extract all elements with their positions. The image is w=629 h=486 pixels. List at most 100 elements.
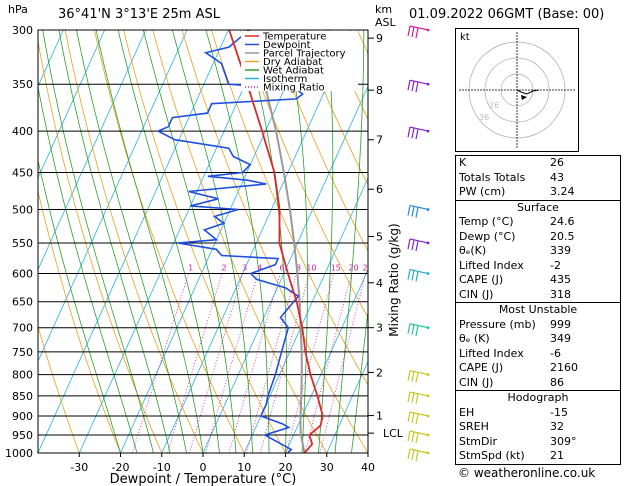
pressure-tick-label: 300	[12, 24, 33, 37]
most-unstable-section: Most Unstable Pressure (mb) 999 θₑ (K) 349 L…	[456, 302, 620, 390]
row-label: θₑ (K)	[459, 332, 490, 345]
pressure-tick-label: 500	[12, 204, 33, 217]
isotherm-line	[326, 360, 368, 453]
footer-credit[interactable]: © weatheronline.co.uk	[458, 466, 596, 480]
row-label: CAPE (J)	[459, 361, 504, 374]
wind-barb-dot	[426, 394, 430, 398]
temperature-line	[228, 30, 324, 453]
skewt-diagram: 1 2 3 4 6 8 10 15 20 25 3003504004505005506006507…	[5, 24, 430, 486]
wind-barb-feather	[407, 126, 411, 138]
wet-adiabat-line	[42, 30, 154, 453]
table-row: CIN (J) 86	[456, 376, 620, 391]
temp-tick-label: -20	[112, 461, 130, 474]
mixing-ratio-axis-label: Mixing Ratio (g/kg)	[387, 223, 401, 336]
temp-tick-label: 40	[361, 461, 375, 474]
wet-adiabat-line	[58, 30, 171, 453]
wet-adiabat-line	[38, 85, 138, 453]
legend-entry: Parcel Trajectory	[263, 49, 346, 60]
row-label: SREH	[459, 420, 489, 433]
wind-barb-feather	[415, 82, 419, 93]
row-label: Lifted Index	[459, 346, 524, 360]
wind-barb-shaft	[409, 411, 429, 417]
mixing-ratio-tick-label: 6	[280, 264, 285, 273]
mixing-ratio-line	[167, 273, 223, 453]
row-value: 24.6	[550, 215, 575, 228]
table-row: Dewp (°C) 20.5	[456, 230, 620, 245]
mixing-ratio-tick-label: 10	[306, 264, 316, 273]
dry-adiabat-line	[298, 30, 368, 186]
wind-barb-dot	[426, 272, 430, 275]
pressure-tick-label: 800	[12, 369, 33, 382]
x-axis-label: Dewpoint / Temperature (°C)	[110, 472, 297, 486]
wind-barb-feather	[411, 270, 415, 281]
pressure-tick-label: 600	[12, 268, 33, 281]
pressure-tick-label: 550	[12, 237, 33, 250]
isotherm-line	[78, 30, 270, 453]
wind-barb-feather	[407, 391, 411, 403]
pressure-tick-label: 400	[12, 125, 33, 138]
row-label: EH	[459, 405, 475, 419]
wind-barb-feather	[415, 207, 419, 218]
valid-datetime: 01.09.2022 06GMT (Base: 00)	[409, 7, 605, 22]
km-tick-label: 8	[376, 84, 383, 97]
row-value: 32	[550, 420, 564, 433]
surface-section: Surface Temp (°C) 24.6 Dewp (°C) 20.5 θₑ(K) 3…	[456, 199, 620, 303]
mixing-ratio-line	[319, 273, 367, 453]
pressure-tick-label: 700	[12, 322, 33, 335]
surface-title: Surface	[517, 200, 559, 214]
wind-barb-feather	[407, 238, 411, 250]
row-value: 318	[550, 287, 571, 301]
wind-barb-dot	[426, 82, 430, 86]
wind-barb-dot	[426, 451, 430, 455]
wind-barb-feather	[407, 269, 411, 280]
row-value: 43	[550, 170, 564, 184]
row-label: Pressure (mb)	[459, 317, 536, 331]
wind-barb	[407, 268, 430, 282]
row-value: -15	[550, 405, 568, 419]
wind-barb-dot	[426, 373, 430, 377]
row-value: -2	[550, 258, 561, 272]
row-label: Dewp (°C)	[459, 229, 516, 243]
asl-label: ASL	[375, 16, 396, 29]
wind-barb-feather	[411, 449, 415, 461]
pressure-tick-label: 950	[12, 429, 33, 442]
wet-adiabat-line	[172, 30, 253, 453]
storm-motion-arrow	[521, 95, 527, 100]
pressure-tick-label: 750	[12, 346, 33, 359]
table-row: Lifted Index -6	[456, 347, 620, 362]
wind-barb	[407, 323, 430, 336]
wind-barb-feather	[407, 323, 411, 334]
table-row: CIN (J) 318	[456, 288, 620, 303]
wind-barb-feather	[415, 325, 419, 336]
wet-adiabat-line	[76, 30, 187, 453]
pressure-tick-label: 1000	[5, 447, 33, 460]
wind-barb-dot	[426, 129, 430, 133]
mixing-ratio-tick-label: 3	[242, 264, 247, 273]
isotherm-line	[243, 177, 368, 453]
km-tick-label: 1	[376, 410, 383, 423]
wind-barb-feather	[415, 128, 419, 140]
row-value: 21	[550, 449, 564, 462]
row-label: K	[459, 156, 467, 169]
wind-barb-shaft	[409, 370, 429, 376]
km-tick-label: 9	[376, 32, 383, 45]
table-row: Pressure (mb) 999	[456, 318, 620, 333]
km-tick-label: 4	[376, 277, 383, 290]
row-label: CAPE (J)	[459, 273, 504, 286]
temp-tick-label: -10	[153, 461, 171, 474]
wind-barb-feather	[411, 26, 415, 38]
row-value: 309°	[550, 434, 577, 448]
parcel-trajectory-line	[248, 30, 306, 453]
table-row: StmDir 309°	[456, 435, 620, 450]
wind-barb-shaft	[409, 204, 429, 211]
hodograph-plot: kt 26 36	[455, 28, 579, 152]
isotherm-line	[202, 85, 368, 453]
wind-barb-feather	[411, 392, 415, 404]
temp-tick-label: 10	[237, 461, 251, 474]
km-tick-label: 6	[376, 183, 383, 196]
mixing-ratio-tick-label: 4	[257, 264, 262, 273]
legend-entry: Wet Adiabat	[263, 66, 324, 77]
row-value: 26	[550, 156, 564, 169]
row-label: Temp (°C)	[459, 215, 514, 228]
wind-barb	[407, 448, 430, 462]
